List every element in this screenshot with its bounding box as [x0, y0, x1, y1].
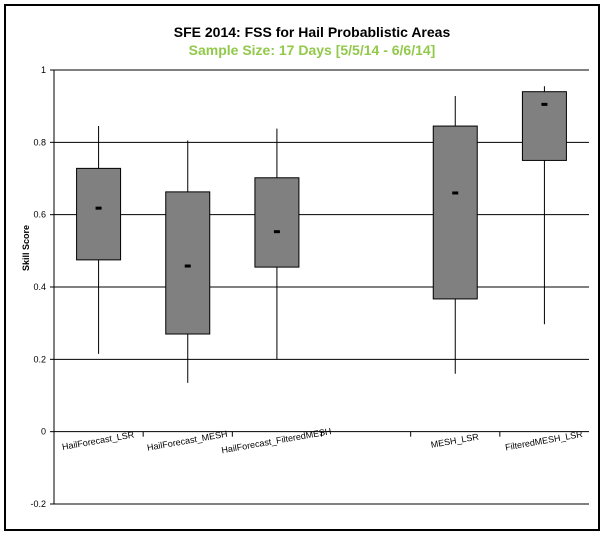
median-marker: [452, 191, 459, 195]
chart-subtitle: Sample Size: 17 Days [5/5/14 - 6/6/14]: [189, 42, 436, 58]
median-marker: [184, 264, 191, 268]
axes: -0.2 0 0.2 0.4 0.6 0.8 1: [30, 65, 501, 509]
box-HailForecast_LSR: [76, 126, 122, 354]
box-body: [165, 191, 211, 335]
box-body: [521, 91, 567, 161]
box-body: [76, 167, 122, 261]
y-tick-label: -0.2: [30, 499, 46, 509]
x-tick-label: HailForecast_LSR: [61, 429, 135, 452]
y-tick-label: 1: [41, 65, 46, 75]
box-HailForecast_FilteredMESH: [254, 128, 300, 360]
x-tick-label: HailForecast_MESH: [146, 429, 228, 453]
box-HailForecast_MESH: [165, 140, 211, 383]
y-tick-label: 0.6: [33, 210, 46, 220]
box-body: [432, 125, 478, 300]
chart-title: SFE 2014: FSS for Hail Probablistic Area…: [174, 24, 451, 40]
y-tick-label: 0.4: [33, 282, 46, 292]
median-marker: [273, 230, 280, 234]
box-MESH_LSR: [432, 96, 478, 374]
y-tick-label: 0.2: [33, 354, 46, 364]
x-tick-label: MESH_LSR: [430, 431, 480, 449]
category-labels: HailForecast_LSR HailForecast_MESHHailFor…: [61, 426, 584, 455]
box-FilteredMESH_LSR: [521, 86, 567, 325]
y-axis-label: Skill Score: [21, 225, 31, 271]
median-marker: [95, 206, 102, 210]
y-tick-label: 0: [41, 427, 46, 437]
chart-frame: [4, 4, 600, 531]
boxes: [76, 86, 567, 383]
box-body: [254, 177, 300, 268]
y-tick-label: 0.8: [33, 137, 46, 147]
x-tick-label: HailForecast_FilteredMESH: [221, 426, 333, 455]
median-marker: [541, 102, 548, 106]
x-tick-label: FilteredMESH_LSR: [504, 429, 584, 453]
